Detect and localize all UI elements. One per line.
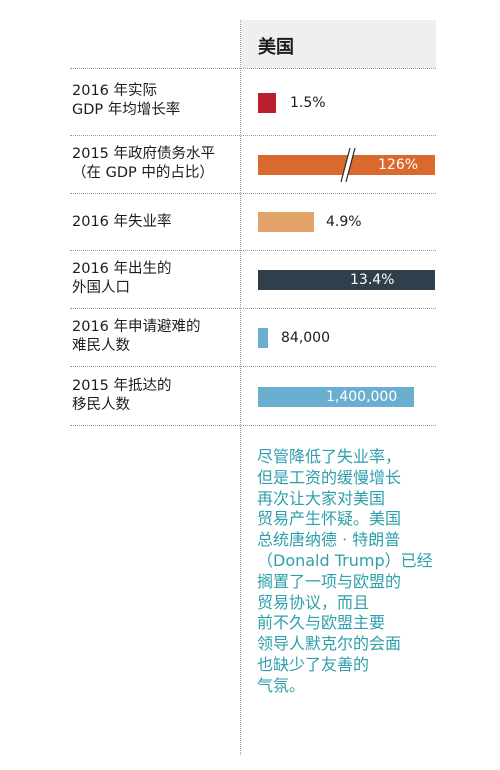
note-line: 贸易协议，而且: [257, 592, 370, 612]
row-divider: [70, 308, 436, 309]
note-line: 也缺少了友善的: [257, 654, 370, 674]
note-line: 气氛。: [257, 675, 306, 695]
row-label-asylum-seekers: 2016 年申请避难的 难民人数: [72, 318, 201, 356]
row-divider: [70, 366, 436, 367]
row-label-foreign-born: 2016 年出生的 外国人口: [72, 260, 172, 298]
note-line: 领导人默克尔的会面: [257, 634, 402, 654]
row-label-line: 2015 年政府债务水平: [72, 146, 216, 162]
row-label-line: （在 GDP 中的占比）: [72, 165, 214, 181]
note-line: 总统唐纳德 · 特朗普: [257, 530, 401, 550]
commentary-note: 尽管降低了失业率， 但是工资的缓慢增长 再次让大家对美国 贸易产生怀疑。美国 总…: [257, 447, 442, 697]
bar-foreign-born: [258, 270, 435, 290]
axis-break-icon: [340, 148, 356, 182]
row-label-line: 2016 年出生的: [72, 261, 172, 277]
column-divider: [240, 20, 241, 755]
bar-asylum-seekers: [258, 328, 268, 348]
row-divider: [70, 250, 436, 251]
note-line: （Donald Trump）已经: [257, 550, 433, 570]
row-label-line: 2016 年失业率: [72, 214, 172, 230]
note-line: 但是工资的缓慢增长: [257, 467, 402, 487]
note-line: 前不久与欧盟主要: [257, 613, 386, 633]
row-divider: [70, 135, 436, 136]
row-label-line: 2016 年申请避难的: [72, 319, 201, 335]
row-divider: [70, 68, 436, 69]
data-label-immigrants: 1,400,000: [326, 389, 398, 405]
data-label-asylum-seekers: 84,000: [281, 330, 330, 346]
row-label-line: 难民人数: [72, 338, 130, 354]
row-divider: [70, 193, 436, 194]
row-label-government-debt: 2015 年政府债务水平 （在 GDP 中的占比）: [72, 145, 215, 183]
row-divider: [70, 425, 436, 426]
row-label-immigrants: 2015 年抵达的 移民人数: [72, 377, 172, 415]
row-label-unemployment: 2016 年失业率: [72, 213, 172, 232]
bar-immigrants: [258, 387, 414, 407]
row-label-line: 移民人数: [72, 397, 130, 413]
row-label-line: 外国人口: [72, 280, 130, 296]
row-label-line: 2015 年抵达的: [72, 378, 172, 394]
note-line: 再次让大家对美国: [257, 488, 386, 508]
note-line: 尽管降低了失业率，: [257, 447, 402, 466]
bar-gdp-growth: [258, 93, 276, 113]
row-label-line: 2016 年实际: [72, 83, 158, 99]
data-label-unemployment: 4.9%: [326, 214, 362, 230]
data-label-government-debt: 126%: [378, 157, 419, 173]
note-line: 搁置了一项与欧盟的: [257, 571, 402, 591]
data-label-foreign-born: 13.4%: [350, 272, 395, 288]
row-label-line: GDP 年均增长率: [72, 102, 181, 118]
row-label-gdp-growth: 2016 年实际 GDP 年均增长率: [72, 82, 180, 120]
header-background: [241, 20, 436, 68]
data-label-gdp-growth: 1.5%: [290, 95, 326, 111]
bar-unemployment: [258, 212, 314, 232]
note-line: 贸易产生怀疑。美国: [257, 509, 402, 529]
column-header-country: 美国: [258, 37, 294, 58]
